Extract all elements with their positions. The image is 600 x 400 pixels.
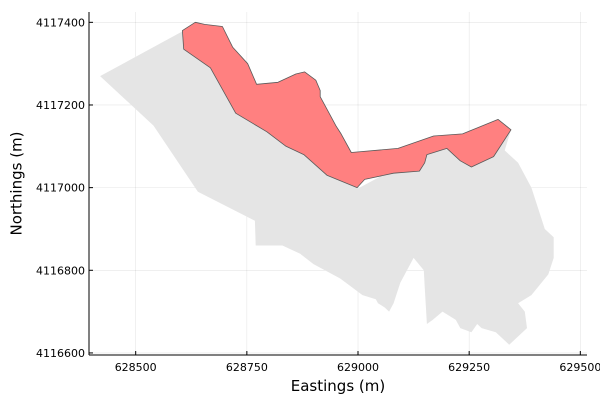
- x-tick-label: 629500: [559, 361, 600, 374]
- y-ticks: 4116600 4116800 4117000 4117200 4117400: [36, 16, 93, 360]
- x-ticks: 628500 628750 629000 629250 629500: [115, 351, 600, 374]
- x-tick-label: 628500: [115, 361, 157, 374]
- x-tick-label: 629250: [448, 361, 490, 374]
- x-tick-label: 628750: [226, 361, 268, 374]
- y-tick-label: 4117000: [36, 182, 85, 195]
- y-tick-label: 4117400: [36, 16, 85, 29]
- highlight-region: [181, 21, 512, 189]
- axes: [88, 12, 587, 356]
- x-tick-label: 629000: [337, 361, 379, 374]
- y-axis-title: Northings (m): [8, 131, 26, 235]
- y-tick-label: 4117200: [36, 99, 85, 112]
- region-layer: [100, 21, 554, 345]
- x-axis-title: Eastings (m): [291, 377, 385, 395]
- y-tick-label: 4116600: [36, 347, 85, 360]
- y-tick-label: 4116800: [36, 264, 85, 277]
- background-region: [100, 24, 554, 345]
